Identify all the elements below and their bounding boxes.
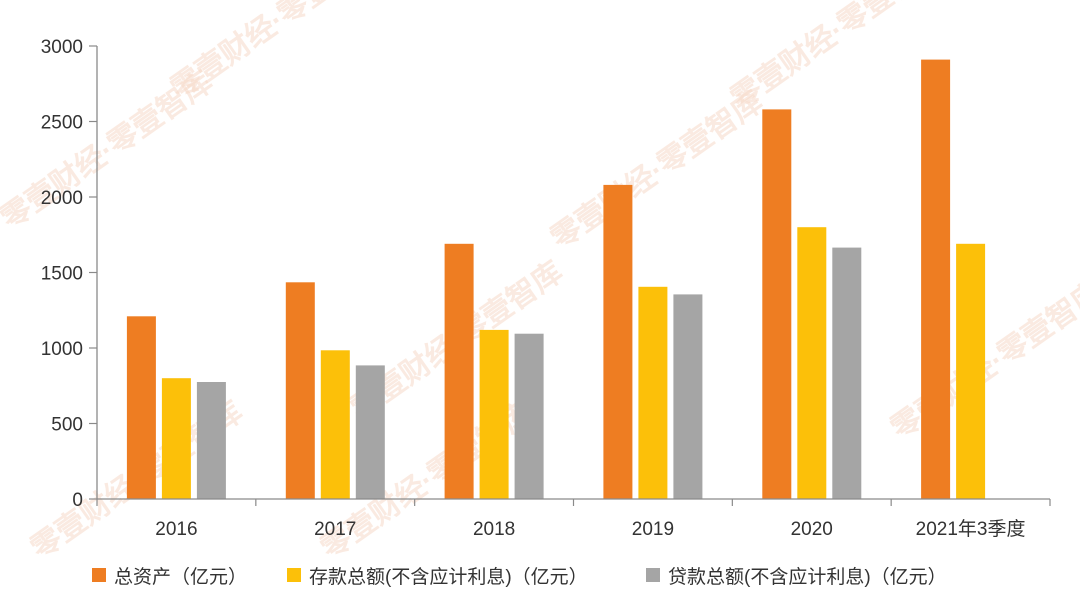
bar-series2-2018 [479, 329, 509, 499]
y-tick-label: 1500 [41, 264, 83, 285]
legend-swatch-series2 [287, 568, 301, 582]
legend-label-series3: 贷款总额(不含应计利息)（亿元） [668, 566, 947, 588]
x-tick-label: 2021年3季度 [916, 518, 1026, 540]
legend: 总资产（亿元） 存款总额(不含应计利息)（亿元） 贷款总额(不含应计利息)（亿元） [92, 566, 947, 588]
bar-series1-2018 [444, 243, 474, 499]
y-tick-label: 500 [51, 415, 83, 436]
x-tick-label: 2018 [473, 519, 515, 540]
bar-series2-2020 [797, 227, 827, 499]
legend-label-series1: 总资产（亿元） [114, 566, 247, 588]
y-tick-label: 3000 [41, 37, 83, 58]
bar-series2-2016 [161, 378, 191, 499]
x-tick-label: 2020 [791, 519, 833, 540]
bar-series3-2017 [355, 365, 385, 499]
bar-series3-2018 [514, 333, 544, 499]
bar-series1-2019 [603, 184, 633, 499]
bar-series2-2017 [320, 350, 350, 499]
y-tick-label: 2000 [41, 188, 83, 209]
bar-series1-2017 [285, 282, 315, 499]
axes-layer: 0 500 1000 1500 2000 2500 3000 2016 2017 2018 2019… [41, 37, 1051, 540]
bar-series2-2019 [638, 286, 668, 499]
y-tick-label: 1000 [41, 339, 83, 360]
bar-series1-2021年3季度 [921, 59, 951, 499]
x-tick-label: 2017 [314, 519, 356, 540]
bar-series1-2016 [126, 316, 156, 499]
legend-swatch-series3 [646, 568, 660, 582]
bar-series2-2021年3季度 [956, 243, 986, 499]
y-tick-label: 2500 [41, 113, 83, 134]
x-tick-label: 2016 [155, 519, 197, 540]
bar-series3-2016 [196, 382, 226, 499]
y-tick-label: 0 [72, 490, 83, 511]
bars-layer [126, 59, 986, 500]
bar-series1-2020 [762, 109, 792, 500]
x-tick-label: 2019 [632, 519, 674, 540]
legend-swatch-series1 [92, 568, 106, 582]
bar-series3-2019 [673, 294, 703, 499]
bar-series3-2020 [832, 247, 862, 499]
legend-label-series2: 存款总额(不含应计利息)（亿元） [309, 566, 588, 588]
